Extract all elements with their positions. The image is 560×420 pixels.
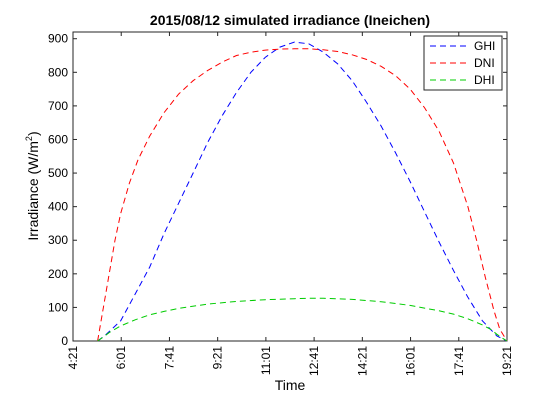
y-tick-label: 500 <box>48 166 68 180</box>
x-tick-label: 17:41 <box>452 346 466 376</box>
y-tick-label: 700 <box>48 99 68 113</box>
x-tick-label: 9:21 <box>211 346 225 370</box>
legend: GHI DNI DHI <box>423 35 503 91</box>
x-axis-ticks: 4:21 6:01 7:41 9:21 11:01 12:41 14:21 16:01 17:4… <box>66 32 514 376</box>
legend-label-ghi: GHI <box>474 39 495 53</box>
series-lines <box>97 41 508 342</box>
y-axis-label: Irradiance (W/m2) <box>24 131 41 240</box>
x-tick-label: 11:01 <box>259 346 273 375</box>
y-tick-label: 600 <box>48 132 68 146</box>
y-tick-label: 200 <box>48 267 68 281</box>
y-tick-label: 900 <box>48 32 68 46</box>
x-tick-label: 16:01 <box>404 346 418 376</box>
y-tick-label: 100 <box>48 300 68 314</box>
legend-label-dni: DNI <box>474 56 495 70</box>
series-line-dhi <box>97 297 508 342</box>
series-line-ghi <box>97 41 508 342</box>
y-axis-label-superscript: 2 <box>24 136 34 141</box>
series-line-dni <box>97 48 508 342</box>
y-tick-label: 800 <box>48 65 68 79</box>
chart-title: 2015/08/12 simulated irradiance (Ineiche… <box>150 12 430 28</box>
x-tick-label: 14:21 <box>355 346 369 376</box>
legend-label-dhi: DHI <box>474 73 495 87</box>
x-axis-label: Time <box>275 377 306 393</box>
x-tick-label: 7:41 <box>162 346 176 370</box>
y-axis-ticks: 0 100 200 300 400 500 600 700 800 900 <box>48 32 507 348</box>
y-tick-label: 400 <box>48 200 68 214</box>
y-axis-label-close: ) <box>25 131 41 136</box>
x-tick-label: 4:21 <box>66 346 80 370</box>
x-tick-label: 6:01 <box>114 346 128 370</box>
x-tick-label: 12:41 <box>307 346 321 376</box>
y-tick-label: 0 <box>61 334 68 348</box>
y-axis-label-main: Irradiance (W/m <box>25 141 41 241</box>
y-tick-label: 300 <box>48 233 68 247</box>
x-tick-label: 19:21 <box>500 346 514 376</box>
